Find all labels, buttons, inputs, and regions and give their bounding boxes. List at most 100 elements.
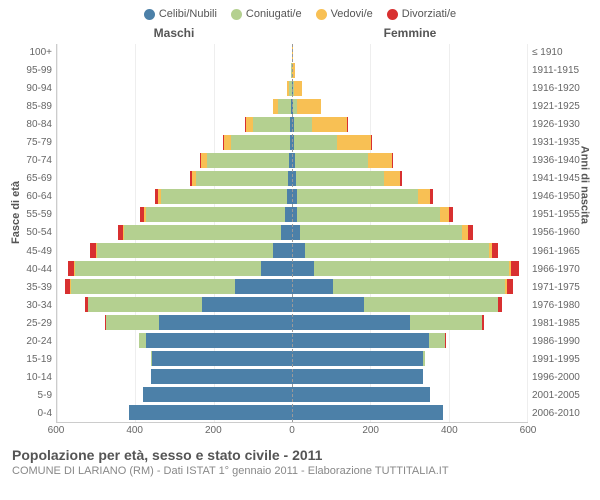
birth-year-label: 1961-1965 [532, 243, 588, 261]
female-half [292, 260, 527, 278]
legend-item: Celibi/Nubili [144, 8, 217, 20]
age-label: 15-19 [12, 351, 52, 369]
birth-year-label: 1956-1960 [532, 224, 588, 242]
male-half [57, 80, 292, 98]
age-label: 20-24 [12, 333, 52, 351]
bar-segment [440, 207, 449, 222]
bar-segment [384, 171, 400, 186]
bar-segment [129, 405, 292, 420]
x-tick-label: 600 [48, 425, 65, 436]
birth-year-label: 2006-2010 [532, 405, 588, 423]
age-label: 100+ [12, 44, 52, 62]
bar-segment [295, 153, 367, 168]
bar-segment [151, 369, 292, 384]
bar-segment [337, 135, 370, 150]
male-half [57, 98, 292, 116]
bar-segment [305, 243, 489, 258]
yaxis-birth: ≤ 19101911-19151916-19201921-19251926-19… [528, 44, 588, 423]
bar-segment [410, 315, 482, 330]
bar-segment [292, 369, 423, 384]
age-label: 90-94 [12, 80, 52, 98]
bar-segment [273, 243, 292, 258]
birth-year-label: 1926-1930 [532, 116, 588, 134]
male-half [57, 62, 292, 80]
legend-item: Divorziati/e [387, 8, 456, 20]
bar-segment [207, 153, 289, 168]
male-half [57, 260, 292, 278]
bar-segment [292, 297, 364, 312]
male-half [57, 224, 292, 242]
female-half [292, 152, 527, 170]
age-label: 45-49 [12, 243, 52, 261]
female-half [292, 296, 527, 314]
birth-year-label: 1966-1970 [532, 261, 588, 279]
female-half [292, 368, 527, 386]
male-half [57, 368, 292, 386]
x-tick-label: 600 [520, 425, 537, 436]
legend-label: Vedovi/e [331, 8, 373, 20]
male-half [57, 242, 292, 260]
bar-segment [449, 207, 453, 222]
bar-segment [314, 261, 510, 276]
bar-segment [285, 207, 292, 222]
x-tick-label: 200 [205, 425, 222, 436]
birth-year-label: 1996-2000 [532, 369, 588, 387]
gridline [527, 44, 528, 422]
male-half [57, 332, 292, 350]
bar-segment [445, 333, 446, 348]
age-label: 75-79 [12, 134, 52, 152]
bar-segment [371, 135, 372, 150]
bar-segment [281, 225, 292, 240]
legend-item: Coniugati/e [231, 8, 302, 20]
legend-swatch [387, 9, 398, 20]
bar-segment [292, 387, 430, 402]
bar-segment [482, 315, 484, 330]
bar-segment [292, 405, 443, 420]
bar-segment [498, 297, 502, 312]
bar-segment [429, 333, 445, 348]
female-half [292, 188, 527, 206]
birth-year-label: 1921-1925 [532, 98, 588, 116]
bar-segment [88, 297, 202, 312]
bar-segment [418, 189, 430, 204]
male-half [57, 404, 292, 422]
birth-year-label: 1976-1980 [532, 297, 588, 315]
bar-segment [400, 171, 402, 186]
bar-segment [231, 135, 290, 150]
birth-year-label: 1981-1985 [532, 315, 588, 333]
bar-segment [235, 279, 292, 294]
bar-segment [75, 261, 261, 276]
female-half [292, 170, 527, 188]
bar-segment [333, 279, 505, 294]
bar-segment [278, 99, 292, 114]
male-half [57, 296, 292, 314]
female-half [292, 98, 527, 116]
bar-segment [292, 225, 300, 240]
plot-area [56, 44, 528, 423]
center-line [292, 44, 293, 422]
female-half [292, 80, 527, 98]
female-half [292, 314, 527, 332]
birth-year-label: 2001-2005 [532, 387, 588, 405]
bar-segment [511, 261, 519, 276]
ylabel-right: Anni di nascita [578, 146, 590, 224]
bar-segment [392, 153, 393, 168]
age-label: 70-74 [12, 152, 52, 170]
birth-year-label: 1986-1990 [532, 333, 588, 351]
bar-segment [139, 333, 146, 348]
legend-label: Coniugati/e [246, 8, 302, 20]
male-half [57, 44, 292, 62]
bar-segment [296, 171, 384, 186]
age-label: 40-44 [12, 261, 52, 279]
male-half [57, 188, 292, 206]
bar-segment [124, 225, 281, 240]
male-half [57, 134, 292, 152]
x-axis: 6004002000200400600 [12, 425, 588, 439]
ylabel-left: Fasce di età [10, 181, 22, 244]
header-male: Maschi [56, 26, 292, 40]
bar-segment [152, 351, 292, 366]
female-half [292, 134, 527, 152]
female-half [292, 44, 527, 62]
female-half [292, 224, 527, 242]
female-half [292, 278, 527, 296]
